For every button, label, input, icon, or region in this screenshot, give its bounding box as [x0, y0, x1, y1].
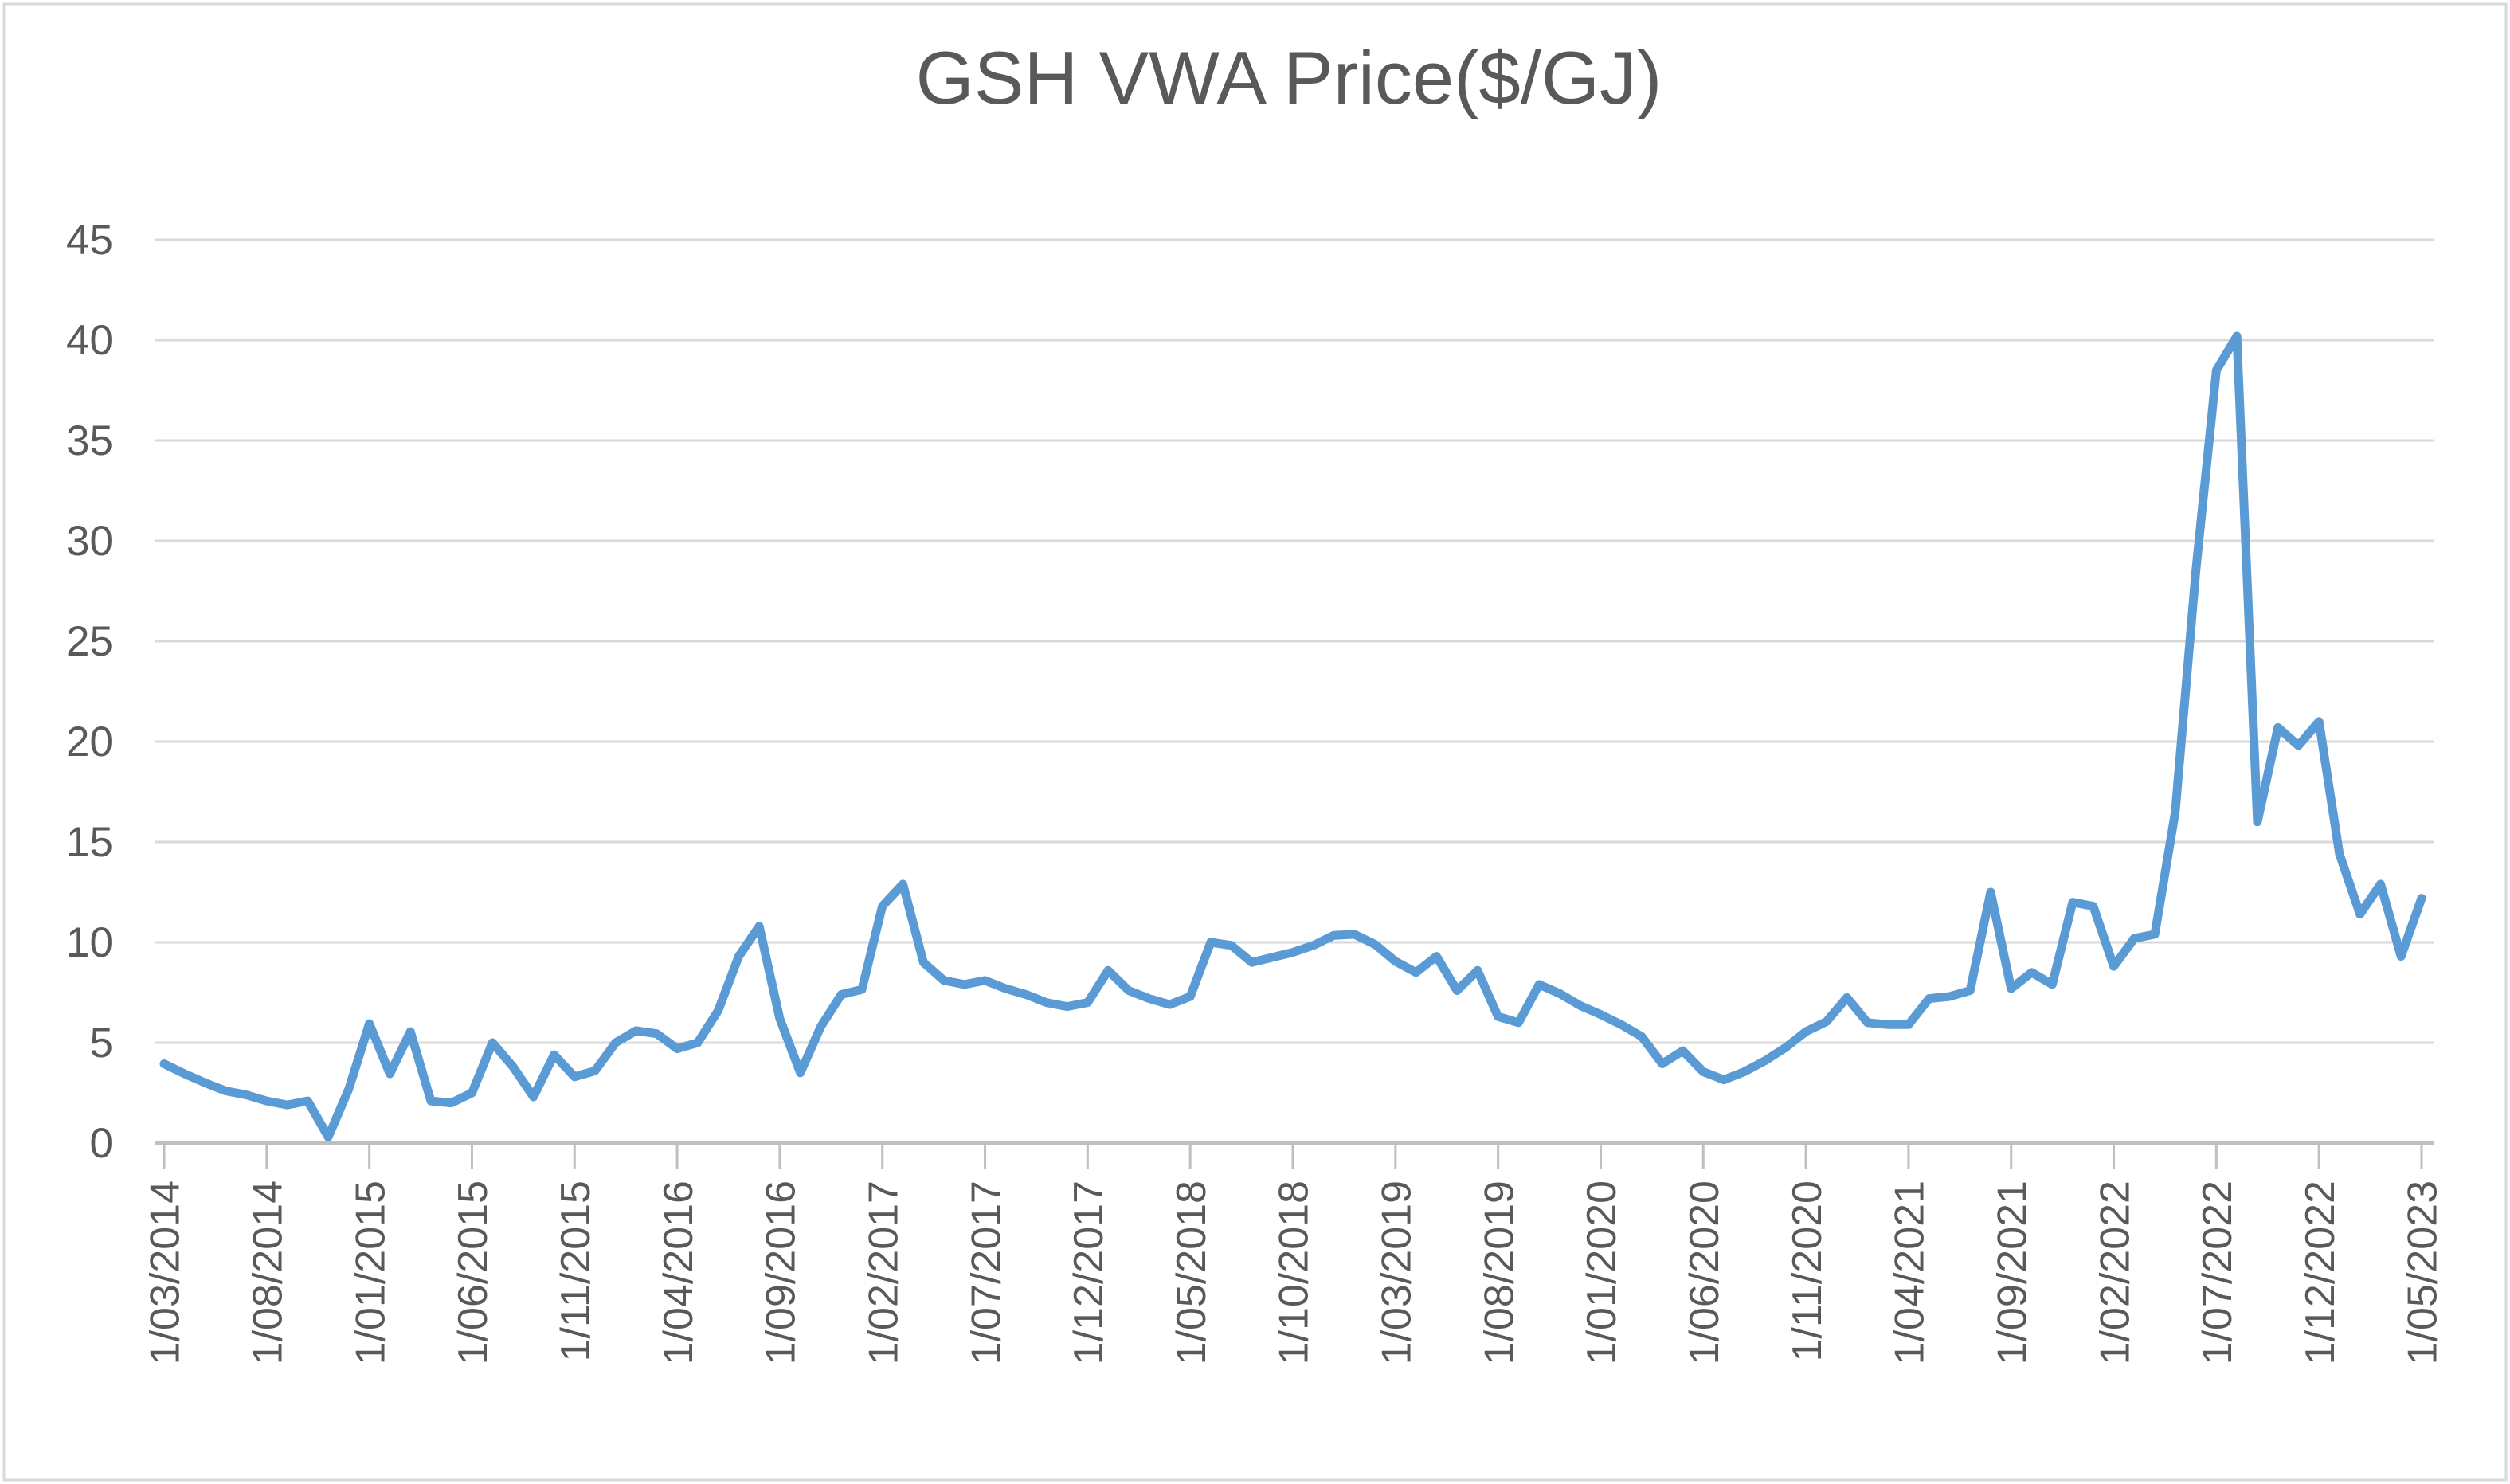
x-axis-tick-label: 1/07/2022 — [2195, 1181, 2241, 1365]
y-axis-tick-label: 40 — [66, 317, 113, 364]
x-axis-tick-label: 1/03/2019 — [1374, 1181, 1420, 1365]
x-axis-tick-label: 1/02/2017 — [860, 1181, 906, 1365]
x-axis-tick-label: 1/06/2020 — [1682, 1181, 1728, 1365]
y-axis-tick-label: 25 — [66, 618, 113, 665]
y-axis-tick-label: 35 — [66, 417, 113, 464]
x-axis-tick-label: 1/03/2014 — [143, 1181, 189, 1365]
x-axis-tick-label: 1/11/2020 — [1784, 1181, 1831, 1361]
x-axis-tick-label: 1/11/2015 — [553, 1181, 599, 1361]
y-axis-tick-label: 30 — [66, 518, 113, 565]
y-axis-tick-label: 5 — [90, 1020, 113, 1067]
x-axis-tick-label: 1/05/2018 — [1169, 1181, 1215, 1365]
y-axis-tick-label: 45 — [66, 217, 113, 264]
x-axis-tick-label: 1/08/2019 — [1476, 1181, 1522, 1365]
x-axis-tick-label: 1/12/2017 — [1066, 1181, 1112, 1365]
x-axis-tick-label: 1/12/2022 — [2297, 1181, 2344, 1365]
x-axis-tick-label: 1/06/2015 — [450, 1181, 496, 1365]
x-axis-tick-label: 1/08/2014 — [245, 1181, 292, 1365]
x-axis-tick-label: 1/04/2016 — [656, 1181, 702, 1365]
x-axis-tick-label: 1/01/2020 — [1579, 1181, 1625, 1365]
y-axis-tick-label: 20 — [66, 719, 113, 765]
x-axis-tick-label: 1/07/2017 — [963, 1181, 1009, 1365]
x-axis-tick-label: 1/02/2022 — [2092, 1181, 2138, 1365]
x-axis-tick-label: 1/01/2015 — [347, 1181, 394, 1365]
x-axis-tick-label: 1/09/2016 — [758, 1181, 805, 1365]
x-axis-tick-label: 1/04/2021 — [1887, 1181, 1933, 1365]
x-axis-tick-label: 1/09/2021 — [1989, 1181, 2035, 1365]
y-axis-tick-label: 10 — [66, 919, 113, 966]
y-axis-tick-label: 15 — [66, 819, 113, 866]
x-axis-tick-label: 1/05/2023 — [2400, 1181, 2446, 1365]
x-axis-tick-label: 1/10/2018 — [1271, 1181, 1318, 1365]
price-line-series — [159, 331, 2426, 1141]
y-axis-tick-label: 0 — [90, 1120, 113, 1167]
chart-title: GSH VWA Price($/GJ) — [916, 36, 1662, 119]
